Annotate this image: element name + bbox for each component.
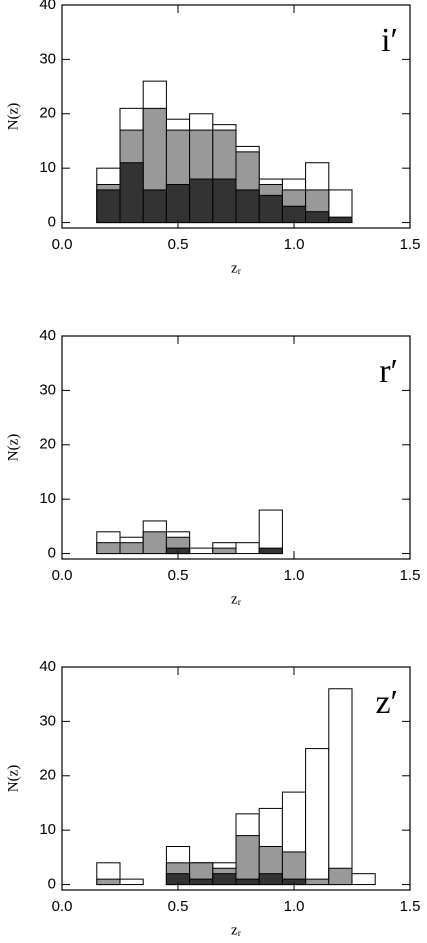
y-tick-label: 20	[39, 105, 56, 122]
hist-bar	[235, 878, 260, 886]
hist-bar	[142, 531, 167, 555]
x-tick-label: 1.0	[284, 236, 305, 253]
hist-bar	[96, 542, 121, 555]
y-tick-label: 40	[39, 327, 56, 344]
y-axis-label: N(z)	[5, 765, 21, 792]
y-tick-label: 0	[48, 214, 56, 231]
hist-bar	[96, 189, 121, 224]
hist-bar	[328, 216, 353, 224]
x-tick-label: 1.5	[400, 567, 421, 584]
hist-bar	[258, 873, 283, 886]
y-tick-label: 30	[39, 50, 56, 67]
x-tick-label: 0.0	[52, 236, 73, 253]
x-tick-label: 0.5	[168, 236, 189, 253]
hist-bar	[119, 542, 144, 555]
y-tick-label: 10	[39, 490, 56, 507]
y-tick-label: 0	[48, 545, 56, 562]
hist-bar	[212, 547, 237, 555]
hist-bar	[258, 194, 283, 224]
x-axis-label: zᵣ	[231, 260, 242, 276]
x-tick-label: 0.0	[52, 898, 73, 915]
hist-bar	[235, 542, 260, 555]
y-axis-label: N(z)	[5, 103, 21, 130]
y-tick-label: 20	[39, 436, 56, 453]
hist-bar	[258, 547, 283, 555]
hist-bar	[351, 873, 376, 886]
hist-bar	[119, 162, 144, 224]
plot-frame	[61, 335, 411, 560]
panel-title: i′	[381, 22, 398, 59]
hist-bar	[96, 878, 121, 886]
y-tick-label: 10	[39, 159, 56, 176]
hist-bar	[305, 211, 330, 224]
y-axis-label: N(z)	[5, 434, 21, 461]
x-tick-label: 1.0	[284, 898, 305, 915]
x-tick-label: 1.5	[400, 898, 421, 915]
hist-bar	[212, 178, 237, 224]
hist-bar	[142, 189, 167, 224]
x-tick-label: 1.5	[400, 236, 421, 253]
hist-bar	[165, 183, 191, 224]
y-tick-label: 30	[39, 712, 56, 729]
y-tick-label: 0	[48, 876, 56, 893]
x-axis-label: zᵣ	[231, 922, 242, 938]
panel-title: r′	[379, 353, 398, 390]
x-tick-label: 0.5	[168, 898, 189, 915]
y-tick-label: 10	[39, 821, 56, 838]
hist-bar	[189, 178, 214, 224]
hist-bar	[119, 878, 144, 886]
x-tick-label: 0.0	[52, 567, 73, 584]
plot-frame	[61, 666, 411, 891]
hist-bar	[328, 688, 353, 886]
hist-bar	[305, 748, 330, 886]
y-tick-label: 30	[39, 381, 56, 398]
hist-bar	[235, 835, 260, 886]
hist-bar	[328, 867, 353, 886]
x-tick-label: 1.0	[284, 567, 305, 584]
plot-frame	[61, 4, 411, 229]
x-tick-label: 0.5	[168, 567, 189, 584]
x-axis-label: zᵣ	[231, 591, 242, 607]
hist-bar	[189, 878, 214, 886]
y-tick-label: 40	[39, 658, 56, 675]
hist-bar	[212, 873, 237, 886]
hist-bar	[235, 189, 260, 224]
hist-bar	[189, 547, 214, 555]
panel-title: z′	[375, 684, 398, 721]
y-tick-label: 40	[39, 0, 56, 13]
hist-bar	[305, 878, 330, 886]
hist-bar	[258, 509, 283, 555]
y-tick-label: 20	[39, 767, 56, 784]
